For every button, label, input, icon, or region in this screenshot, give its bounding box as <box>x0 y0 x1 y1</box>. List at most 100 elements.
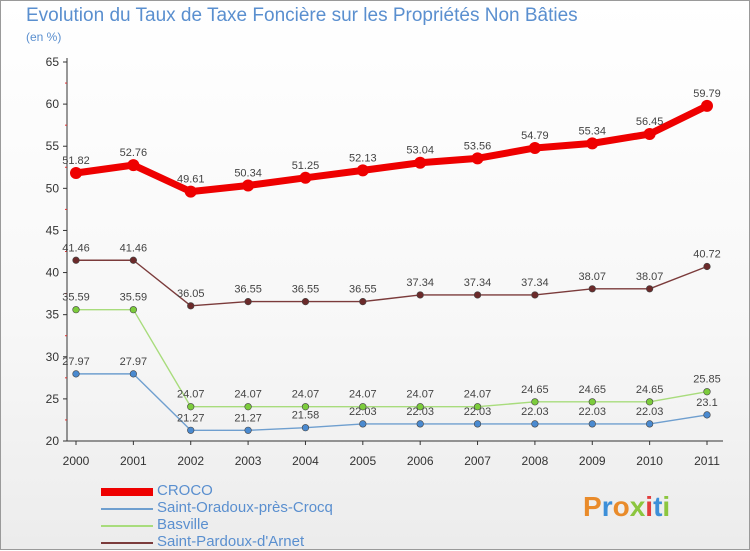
data-label: 23.1 <box>696 397 717 409</box>
data-label: 51.82 <box>62 155 90 167</box>
data-label: 36.55 <box>234 284 262 296</box>
data-point <box>703 388 711 396</box>
data-point <box>416 291 424 299</box>
data-label: 22.03 <box>521 406 549 418</box>
data-label: 36.55 <box>292 284 320 296</box>
data-point <box>299 171 312 184</box>
data-point <box>72 370 80 378</box>
data-point <box>588 285 596 293</box>
data-point <box>473 420 482 428</box>
legend-item: Basville <box>101 516 431 534</box>
data-point <box>359 420 367 428</box>
data-point <box>72 256 80 264</box>
series-3: 41.46 41.46 36.05 36.55 36.55 36.55 37.34 37.34… <box>62 242 721 310</box>
data-point <box>471 152 484 165</box>
data-point <box>244 298 252 306</box>
data-point <box>473 291 482 299</box>
data-point <box>531 420 539 428</box>
data-label: 55.34 <box>579 125 607 137</box>
data-label: 24.07 <box>464 389 492 401</box>
chart-legend: CROCO Saint-Oradoux-près-Crocq Basville Sai… <box>101 482 431 551</box>
x-tick-label: 2003 <box>235 454 262 468</box>
data-point <box>359 403 367 411</box>
series-1: 27.97 27.97 21.27 21.27 21.58 22.03 22.03 22.03… <box>62 356 718 434</box>
data-label: 40.72 <box>693 248 721 260</box>
data-point <box>242 179 255 192</box>
data-label: 21.27 <box>177 412 205 424</box>
data-point <box>359 298 367 306</box>
legend-item: Saint-Pardoux-d'Arnet <box>101 533 431 551</box>
x-tick-label: 2008 <box>522 454 549 468</box>
legend-swatch <box>101 524 153 527</box>
data-label: 41.46 <box>62 242 90 254</box>
data-label: 37.34 <box>521 277 549 289</box>
data-label: 24.07 <box>234 389 262 401</box>
legend-label: Saint-Oradoux-près-Crocq <box>157 499 333 516</box>
series-line <box>75 259 708 307</box>
data-point <box>301 403 310 411</box>
x-tick-label: 2009 <box>579 454 606 468</box>
data-label: 53.04 <box>406 145 434 157</box>
x-tick-label: 2000 <box>63 454 90 468</box>
data-point <box>187 302 195 310</box>
y-tick-label: 25 <box>46 392 60 406</box>
data-label: 22.03 <box>406 406 434 418</box>
data-point <box>703 411 711 419</box>
data-point <box>588 398 596 406</box>
data-label: 24.65 <box>521 384 549 396</box>
data-point <box>244 403 252 411</box>
legend-label: Saint-Pardoux-d'Arnet <box>157 533 305 550</box>
data-label: 54.79 <box>521 130 549 142</box>
data-point <box>473 403 482 411</box>
data-point <box>643 128 656 141</box>
data-label: 56.45 <box>636 116 664 128</box>
data-point <box>531 398 539 406</box>
data-point <box>301 298 310 306</box>
y-tick-label: 20 <box>46 434 60 448</box>
data-label: 49.61 <box>177 174 205 186</box>
data-point <box>646 420 654 428</box>
x-tick-label: 2001 <box>120 454 147 468</box>
data-label: 51.25 <box>292 160 320 172</box>
x-tick-label: 2010 <box>636 454 663 468</box>
data-point <box>187 403 195 411</box>
data-point <box>588 420 596 428</box>
y-tick-label: 65 <box>46 55 60 69</box>
data-point <box>70 167 82 180</box>
data-point <box>528 141 541 154</box>
x-tick-label: 2007 <box>464 454 491 468</box>
data-label: 24.07 <box>292 389 320 401</box>
legend-swatch <box>101 541 153 544</box>
data-point <box>127 159 140 172</box>
data-label: 52.13 <box>349 152 377 164</box>
y-tick-label: 35 <box>46 308 60 322</box>
data-label: 22.03 <box>464 406 492 418</box>
data-point <box>646 398 654 406</box>
data-label: 22.03 <box>579 406 607 418</box>
data-label: 36.55 <box>349 284 377 296</box>
data-label: 53.56 <box>464 140 492 152</box>
series-line <box>72 102 711 196</box>
data-label: 37.34 <box>464 277 492 289</box>
data-label: 24.65 <box>636 384 664 396</box>
legend-label: Basville <box>157 516 209 533</box>
data-point <box>414 156 427 169</box>
data-point <box>72 306 80 314</box>
data-label: 22.03 <box>349 406 377 418</box>
y-tick-label: 30 <box>46 350 60 364</box>
proxiti-logo: Proxiti <box>583 491 671 522</box>
legend-swatch <box>101 507 153 510</box>
data-label: 24.07 <box>406 389 434 401</box>
data-label: 35.59 <box>62 292 90 304</box>
data-point <box>416 403 424 411</box>
data-label: 35.59 <box>120 292 148 304</box>
data-label: 37.34 <box>406 277 434 289</box>
data-point <box>244 426 252 434</box>
series-0: 51.82 52.76 49.61 50.34 51.25 52.13 53.04 53.56… <box>62 88 721 198</box>
data-label: 36.05 <box>177 288 205 300</box>
series-line <box>75 373 708 432</box>
y-tick-label: 45 <box>46 223 60 237</box>
y-tick-label: 55 <box>46 139 60 153</box>
